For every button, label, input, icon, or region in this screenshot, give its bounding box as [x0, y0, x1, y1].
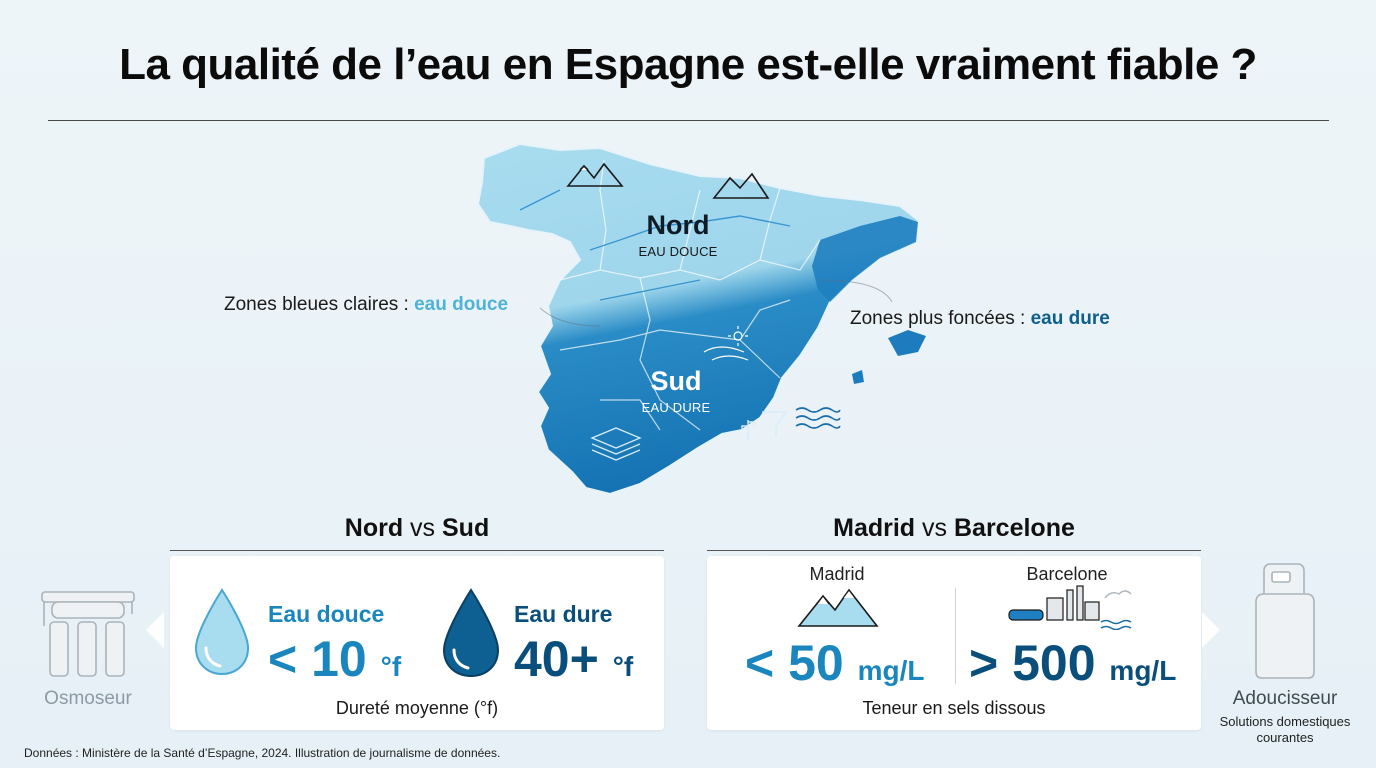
spain-map-graphic — [476, 142, 926, 496]
hard-water-drop-icon — [442, 588, 500, 678]
adoucisseur-sublabel: Solutions domestiques courantes — [1204, 714, 1366, 746]
adoucisseur-label: Adoucisseur — [1232, 688, 1338, 709]
madrid-label: Madrid — [809, 564, 865, 584]
soft-water-unit: °f — [380, 651, 402, 682]
legend-leader-light — [539, 307, 601, 327]
soft-water-label: Eau douce — [268, 601, 385, 627]
madrid-mountains-icon — [797, 588, 879, 627]
spain-map: Nord EAU DOUCE Sud EAU DURE Zones bleues… — [0, 130, 1376, 530]
adoucisseur-sub-line1: Solutions domestiques — [1219, 714, 1351, 729]
soft-water-number: < 10 — [268, 631, 367, 687]
footer-source: Données : Ministère de la Santé d’Espagn… — [24, 746, 501, 760]
legend-light-prefix: Zones bleues claires : — [224, 294, 415, 315]
cactus-icon — [741, 420, 755, 440]
legend-dark-value: eau dure — [1030, 308, 1110, 329]
cities-title-vs: vs — [915, 514, 954, 542]
south-label: Sud — [650, 366, 702, 396]
legend-leader-dark — [819, 279, 893, 303]
cities-title-b: Barcelone — [953, 514, 1075, 542]
legend-light: Zones bleues claires : eau douce — [224, 294, 508, 316]
legend-light-value: eau douce — [414, 294, 509, 315]
rivers — [519, 189, 791, 301]
cities-title: Madrid vs Barcelone — [707, 514, 1201, 543]
barcelona-industry-icon — [1008, 585, 1132, 630]
madrid-number: < 50 — [745, 635, 844, 691]
south-sublabel: EAU DURE — [641, 400, 711, 415]
north-south-title-vs: vs — [403, 514, 442, 542]
cities-title-a: Madrid — [833, 514, 916, 542]
cities-caption: Teneur en sels dissous — [862, 698, 1046, 718]
hard-water-value: 40+ °f — [514, 630, 633, 688]
north-south-card: Eau douce < 10 °f Eau dure 40+ °f Dureté… — [170, 556, 664, 730]
water-softener-icon — [1255, 563, 1315, 679]
legend-dark-prefix: Zones plus foncées : — [850, 308, 1031, 329]
hard-water-unit: °f — [612, 651, 634, 682]
peninsula-shape — [476, 142, 920, 496]
osmoseur-label: Osmoseur — [44, 688, 132, 709]
right-pointer-arrow — [1202, 612, 1220, 648]
north-south-caption: Dureté moyenne (°f) — [335, 698, 499, 718]
sun-icon — [728, 326, 748, 346]
north-south-divider — [170, 550, 664, 551]
cities-divider — [707, 550, 1201, 551]
north-sublabel: EAU DOUCE — [638, 244, 718, 259]
adoucisseur-sub-line2: courantes — [1256, 730, 1314, 745]
left-pointer-arrow — [146, 612, 164, 648]
madrid-value: < 50 mg/L — [745, 634, 925, 692]
north-south-title: Nord vs Sud — [170, 514, 664, 543]
ibiza-island — [852, 370, 864, 384]
soft-water-value: < 10 °f — [268, 630, 401, 688]
barcelona-unit: mg/L — [1109, 655, 1177, 686]
mallorca-island — [888, 330, 926, 356]
filter-funnel-icon — [762, 411, 788, 436]
cities-separator — [955, 588, 956, 684]
barcelona-value: > 500 mg/L — [969, 634, 1176, 692]
mountain-icon — [566, 162, 624, 187]
mountain-icon-2 — [712, 172, 770, 199]
hard-water-label: Eau dure — [514, 601, 613, 627]
region-borders — [559, 159, 821, 431]
barcelona-label: Barcelone — [1026, 564, 1108, 584]
page-title: La qualité de l’eau en Espagne est-elle … — [119, 40, 1257, 89]
madrid-unit: mg/L — [857, 655, 925, 686]
north-south-title-a: Nord — [344, 514, 404, 542]
soil-layers-icon — [590, 427, 642, 461]
dunes-icon — [703, 346, 749, 361]
reverse-osmosis-filter-icon — [41, 591, 135, 677]
title-divider — [48, 120, 1329, 121]
cities-card: Madrid Barcelone < 50 mg/L > 500 mg/L Te… — [707, 556, 1201, 730]
waves-icon — [795, 407, 841, 429]
barcelona-number: > 500 — [969, 635, 1096, 691]
soft-water-drop-icon — [194, 588, 250, 676]
legend-dark: Zones plus foncées : eau dure — [850, 308, 1110, 330]
hard-water-number: 40+ — [514, 631, 599, 687]
north-label: Nord — [646, 210, 710, 240]
north-south-title-b: Sud — [442, 514, 490, 542]
